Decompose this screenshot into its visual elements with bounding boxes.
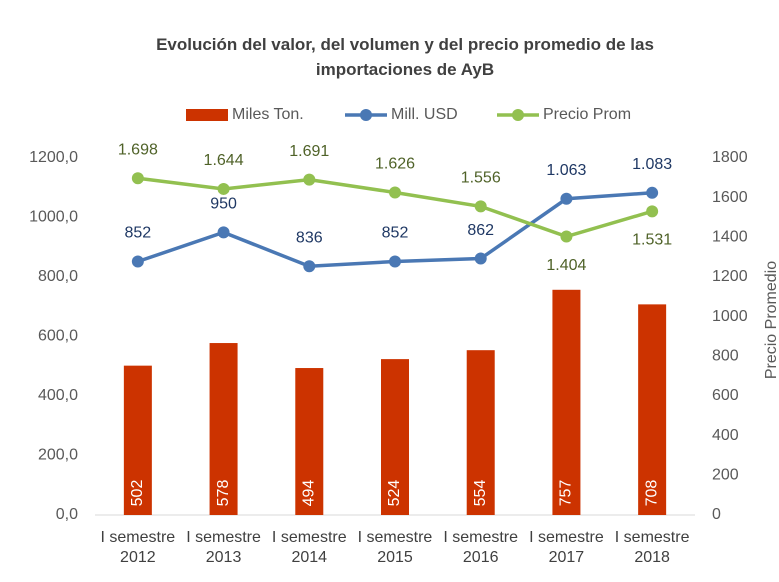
bar <box>638 304 667 515</box>
line-marker <box>389 255 401 268</box>
line-marker <box>646 205 659 218</box>
legend-label: Miles Ton. <box>232 106 304 123</box>
y2-tick-label: 200 <box>712 467 739 484</box>
line-value-label: 1.626 <box>375 156 415 173</box>
y-tick-label: 400,0 <box>38 387 78 404</box>
line-value-label: 1.083 <box>632 156 672 173</box>
x-tick-label: I semestre 2015 <box>357 529 433 566</box>
line-value-label: 1.531 <box>632 232 672 249</box>
line-marker <box>303 173 316 186</box>
x-tick-label: I semestre 2013 <box>186 529 261 566</box>
y2-tick-label: 1200 <box>712 268 748 285</box>
line-marker <box>217 182 230 195</box>
bar <box>552 289 581 515</box>
line-marker <box>217 226 230 239</box>
bar-value-label: 708 <box>643 480 660 507</box>
y2-tick-label: 1600 <box>712 189 748 206</box>
line-marker <box>560 230 573 243</box>
line-value-label: 862 <box>467 222 494 239</box>
x-tick-label: I semestre 2014 <box>271 529 347 566</box>
line-marker <box>646 186 659 199</box>
line-value-label: 1.556 <box>461 170 501 187</box>
y-tick-label: 200,0 <box>38 447 78 464</box>
legend-swatch <box>186 109 228 121</box>
line-value-label: 1.063 <box>546 162 586 179</box>
line-marker <box>303 260 316 273</box>
y2-tick-label: 1400 <box>712 229 748 246</box>
bar-value-label: 757 <box>558 480 575 507</box>
line-value-label: 950 <box>210 196 237 213</box>
y-tick-label: 800,0 <box>38 268 78 285</box>
y-tick-label: 600,0 <box>38 328 78 345</box>
x-tick-label: I semestre 2018 <box>614 529 690 566</box>
line-marker <box>560 192 573 205</box>
chart-title: Evolución del valor, del volumen y del p… <box>156 35 654 79</box>
line-marker <box>389 186 401 199</box>
line-value-label: 852 <box>382 225 409 242</box>
legend-marker <box>360 109 372 121</box>
x-tick-label: I semestre 2017 <box>529 529 604 566</box>
line-marker <box>474 200 487 213</box>
bar <box>123 365 152 515</box>
legend-label: Precio Prom <box>543 106 631 123</box>
line-value-label: 836 <box>296 230 323 247</box>
line-value-label: 1.644 <box>204 152 244 169</box>
bar-value-label: 554 <box>472 480 489 507</box>
y-tick-label: 0,0 <box>56 506 78 523</box>
legend-label: Mill. USD <box>391 106 458 123</box>
y2-tick-label: 1000 <box>712 308 748 325</box>
line-marker <box>131 255 144 268</box>
y2-tick-label: 600 <box>712 387 739 404</box>
legend-marker <box>512 109 524 121</box>
bar-value-label: 502 <box>129 480 146 507</box>
y2-tick-label: 1800 <box>712 149 748 166</box>
line-value-label: 1.404 <box>546 257 586 274</box>
y2-tick-label: 800 <box>712 348 739 365</box>
y-tick-label: 1200,0 <box>29 149 78 166</box>
x-tick-label: I semestre 2012 <box>100 529 176 566</box>
bar <box>466 350 495 515</box>
x-tick-label: I semestre 2016 <box>443 529 519 566</box>
line-marker <box>131 172 144 185</box>
bar-value-label: 524 <box>386 480 403 507</box>
bar-value-label: 494 <box>301 480 318 507</box>
bar <box>295 368 324 515</box>
y2-axis-label: Precio Promedio <box>763 261 779 379</box>
line-value-label: 1.691 <box>289 143 329 160</box>
line-value-label: 852 <box>125 225 152 242</box>
bar <box>381 359 409 515</box>
y-tick-label: 1000,0 <box>29 209 78 226</box>
y2-tick-label: 400 <box>712 427 739 444</box>
bar <box>209 343 238 515</box>
bar-value-label: 578 <box>215 480 232 507</box>
line-value-label: 1.698 <box>118 141 158 158</box>
line-marker <box>474 252 487 265</box>
y2-tick-label: 0 <box>712 506 721 523</box>
